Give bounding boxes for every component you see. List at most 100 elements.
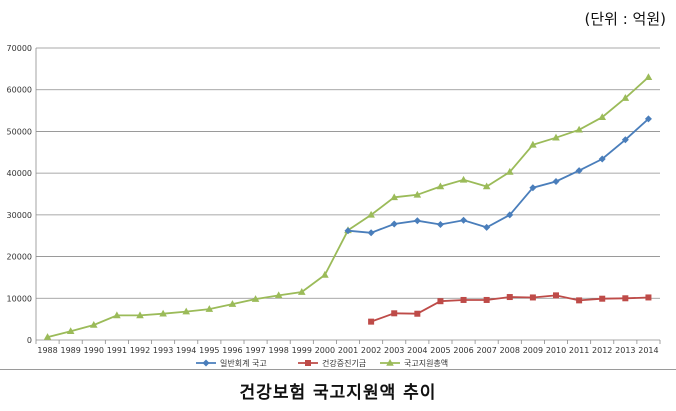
legend: 일반회계 국고 건강증진기금 국고지원총액	[196, 358, 448, 368]
data-point	[645, 294, 652, 301]
x-tick-label: 1993	[153, 346, 173, 355]
data-point	[575, 125, 583, 133]
unit-note: (단위 : 억원)	[584, 10, 667, 28]
axes	[35, 48, 661, 344]
series-layer	[43, 73, 653, 340]
y-tick-label: 70000	[7, 44, 32, 53]
data-point	[599, 295, 606, 302]
data-point	[390, 220, 398, 228]
data-point	[460, 216, 468, 224]
data-point	[436, 220, 444, 228]
line-chart: 0 10000 20000 30000 40000 50000 60000 70000 198…	[7, 44, 661, 368]
y-tick-label: 10000	[7, 294, 32, 303]
data-point	[529, 184, 537, 192]
data-point	[552, 177, 560, 185]
x-tick-label: 2007	[476, 346, 496, 355]
grid-lines	[36, 47, 660, 299]
chart-caption: 건강보험 국고지원액 추이	[239, 383, 437, 403]
data-point	[529, 140, 537, 148]
data-point	[436, 182, 445, 190]
data-point	[66, 327, 75, 335]
x-tick-label: 1998	[268, 346, 288, 355]
data-point	[386, 359, 394, 366]
data-point	[459, 175, 468, 183]
series-2	[368, 292, 652, 325]
data-point	[506, 294, 513, 301]
x-tick-label: 1997	[245, 346, 265, 355]
data-point	[43, 333, 52, 340]
data-point	[437, 298, 444, 305]
x-tick-label: 2006	[453, 346, 473, 355]
caption-divider	[0, 369, 676, 370]
y-tick-label: 0	[27, 336, 32, 345]
data-point	[460, 296, 467, 303]
y-tick-labels: 0 10000 20000 30000 40000 50000 60000 70000	[7, 44, 32, 345]
data-point	[552, 133, 560, 141]
data-point	[644, 73, 653, 80]
data-point	[621, 136, 629, 144]
data-point	[202, 359, 210, 367]
data-point	[305, 360, 311, 366]
data-point	[390, 193, 399, 201]
x-tick-label: 2002	[361, 346, 381, 355]
y-tick-label: 40000	[7, 169, 32, 178]
data-point	[483, 223, 491, 231]
legend-label: 국고지원총액	[404, 358, 448, 368]
data-point	[598, 155, 606, 163]
data-point	[482, 182, 491, 190]
data-point	[575, 167, 583, 175]
x-tick-label: 1988	[37, 346, 57, 355]
data-point	[529, 294, 536, 301]
x-tick-label: 2013	[615, 346, 635, 355]
x-tick-labels: 1988 1989 1990 1991 1992 1993 1994 1995 1996 1997…	[37, 346, 658, 355]
data-point	[367, 229, 375, 237]
data-point	[297, 288, 306, 295]
data-point	[367, 210, 375, 218]
x-tick-label: 1996	[222, 346, 242, 355]
x-tick-label: 1990	[84, 346, 104, 355]
x-tick-label: 1999	[292, 346, 312, 355]
x-tick-label: 2005	[430, 346, 450, 355]
y-tick-label: 30000	[7, 211, 32, 220]
x-tick-label: 2009	[523, 346, 543, 355]
data-point	[598, 113, 607, 121]
data-point	[368, 318, 375, 325]
x-tick-label: 1994	[176, 346, 196, 355]
x-tick-label: 2010	[546, 346, 566, 355]
data-point	[251, 295, 260, 302]
data-point	[622, 295, 629, 302]
data-point	[89, 320, 98, 328]
x-tick-label: 2000	[315, 346, 335, 355]
x-tick-label: 1992	[130, 346, 150, 355]
data-point	[414, 310, 421, 317]
data-point	[182, 307, 191, 315]
data-point	[505, 167, 514, 175]
legend-item: 국고지원총액	[380, 358, 448, 368]
data-point	[321, 270, 329, 278]
y-tick-label: 50000	[7, 127, 32, 136]
data-point	[644, 115, 652, 123]
x-tick-label: 2001	[338, 346, 358, 355]
series-line	[347, 118, 650, 234]
data-point	[159, 309, 167, 317]
data-point	[576, 297, 583, 304]
x-tick-label: 2008	[500, 346, 520, 355]
data-point	[483, 296, 490, 303]
data-point	[274, 291, 283, 299]
data-point	[413, 217, 421, 225]
x-tick-label: 1989	[60, 346, 80, 355]
x-tick-label: 2004	[407, 346, 427, 355]
legend-label: 건강증진기금	[322, 358, 366, 368]
data-point	[506, 211, 514, 219]
y-tick-label: 20000	[7, 253, 32, 262]
series-3	[43, 73, 653, 340]
y-tick-label: 60000	[7, 86, 32, 95]
data-point	[553, 292, 559, 299]
data-point	[228, 300, 237, 307]
data-point	[344, 227, 352, 235]
data-point	[413, 190, 422, 198]
data-point	[391, 310, 398, 317]
x-tick-label: 1995	[199, 346, 219, 355]
x-tick-label: 2012	[592, 346, 612, 355]
x-tick-label: 1991	[107, 346, 127, 355]
